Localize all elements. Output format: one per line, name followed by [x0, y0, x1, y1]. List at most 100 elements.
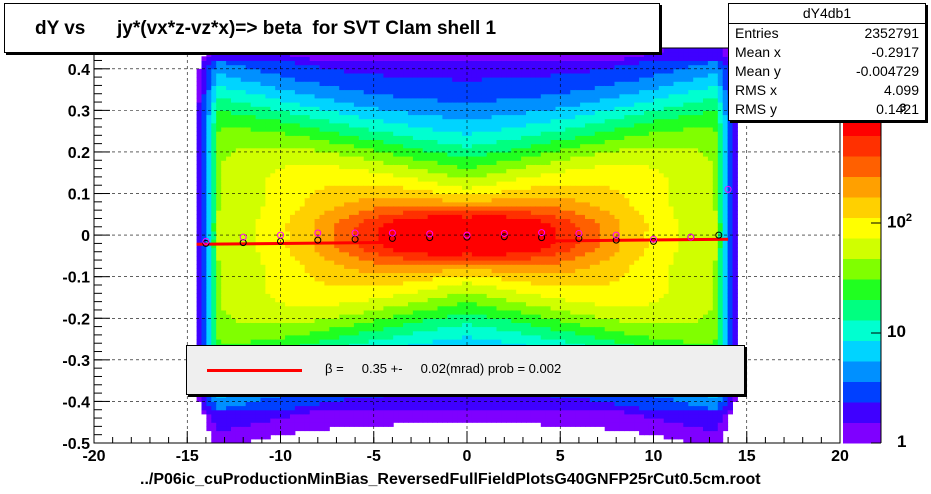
heatmap-cell — [427, 131, 434, 136]
heatmap-cell — [280, 60, 286, 66]
heatmap-cell — [427, 243, 434, 249]
heatmap-cell — [299, 285, 306, 290]
heatmap-cell — [235, 214, 242, 219]
heatmap-cell — [294, 330, 301, 336]
heatmap-cell — [280, 189, 286, 195]
heatmap-cell — [442, 56, 448, 61]
heatmap-cell — [383, 330, 389, 336]
heatmap-cell — [363, 318, 370, 323]
heatmap-cell — [275, 276, 281, 282]
heatmap-cell — [255, 397, 261, 402]
heatmap-cell — [275, 330, 281, 336]
heatmap-cell — [398, 193, 404, 199]
heatmap-cell — [442, 131, 448, 136]
heatmap-cell — [368, 185, 375, 190]
heatmap-cell — [358, 193, 365, 199]
heatmap-cell — [442, 97, 448, 103]
heatmap-cell — [339, 172, 345, 178]
heatmap-cell — [324, 181, 330, 186]
heatmap-cell — [388, 297, 394, 303]
heatmap-cell — [260, 210, 266, 215]
heatmap-cell — [388, 314, 394, 319]
heatmap-cell — [353, 77, 360, 82]
heatmap-cell — [408, 56, 414, 61]
heatmap-cell — [383, 297, 389, 303]
heatmap-cell — [299, 197, 306, 203]
heatmap-cell — [388, 110, 394, 116]
heatmap-cell — [285, 251, 291, 257]
heatmap-cell — [344, 322, 350, 328]
heatmap-cell — [324, 426, 330, 432]
heatmap-cell — [452, 102, 458, 107]
heatmap-cell — [216, 309, 222, 315]
heatmap-cell — [211, 164, 217, 170]
heatmap-cell — [260, 309, 266, 315]
heatmap-cell — [270, 201, 276, 207]
heatmap-cell — [216, 426, 222, 432]
heatmap-cell — [285, 60, 291, 66]
heatmap-cell — [383, 214, 389, 219]
heatmap-cell — [250, 260, 257, 265]
heatmap-cell — [265, 268, 271, 274]
heatmap-cell — [344, 289, 350, 294]
heatmap-cell — [388, 68, 394, 74]
heatmap-cell — [260, 81, 266, 86]
heatmap-cell — [353, 131, 360, 136]
heatmap-cell — [408, 280, 414, 286]
heatmap-cell — [275, 151, 281, 157]
heatmap-cell — [270, 52, 276, 57]
heatmap-cell — [363, 127, 370, 132]
heatmap-cell — [270, 222, 276, 228]
heatmap-cell — [353, 110, 360, 116]
heatmap-cell — [358, 260, 365, 265]
heatmap-cell — [403, 206, 409, 211]
heatmap-cell — [442, 289, 448, 294]
heatmap-cell — [339, 393, 345, 398]
heatmap-cell — [358, 122, 365, 128]
heatmap-cell — [368, 334, 375, 340]
heatmap-cell — [304, 326, 311, 332]
heatmap-cell — [299, 301, 306, 307]
heatmap-cell — [196, 143, 202, 149]
heatmap-cell — [240, 68, 247, 74]
heatmap-cell — [408, 222, 414, 228]
heatmap-cell — [245, 193, 252, 199]
heatmap-cell — [412, 318, 419, 323]
heatmap-cell — [442, 326, 448, 332]
heatmap-cell — [408, 143, 414, 149]
heatmap-cell — [240, 418, 247, 423]
heatmap-cell — [294, 97, 301, 103]
heatmap-cell — [403, 151, 409, 157]
heatmap-cell — [432, 151, 438, 157]
heatmap-cell — [388, 268, 394, 274]
heatmap-cell — [216, 156, 222, 161]
heatmap-cell — [457, 247, 463, 253]
heatmap-cell — [447, 85, 453, 91]
heatmap-cell — [334, 226, 340, 232]
heatmap-cell — [255, 97, 261, 103]
heatmap-cell — [299, 260, 306, 265]
heatmap-cell — [309, 247, 316, 253]
heatmap-cell — [334, 176, 340, 182]
heatmap-cell — [245, 97, 252, 103]
heatmap-cell — [344, 235, 350, 240]
heatmap-cell — [383, 52, 389, 57]
heatmap-cell — [383, 77, 389, 82]
heatmap-cell — [226, 181, 232, 186]
heatmap-cell — [250, 160, 257, 165]
heatmap-cell — [270, 110, 276, 116]
heatmap-cell — [422, 176, 429, 182]
heatmap-cell — [250, 181, 257, 186]
heatmap-cell — [304, 131, 311, 136]
heatmap-cell — [378, 52, 384, 57]
heatmap-cell — [334, 218, 340, 224]
heatmap-cell — [334, 276, 340, 282]
heatmap-cell — [378, 85, 384, 91]
heatmap-cell — [344, 77, 350, 82]
heatmap-cell — [231, 418, 237, 423]
heatmap-cell — [368, 60, 375, 66]
heatmap-cell — [422, 147, 429, 153]
heatmap-cell — [299, 318, 306, 323]
heatmap-cell — [349, 176, 355, 182]
heatmap-cell — [358, 339, 365, 344]
